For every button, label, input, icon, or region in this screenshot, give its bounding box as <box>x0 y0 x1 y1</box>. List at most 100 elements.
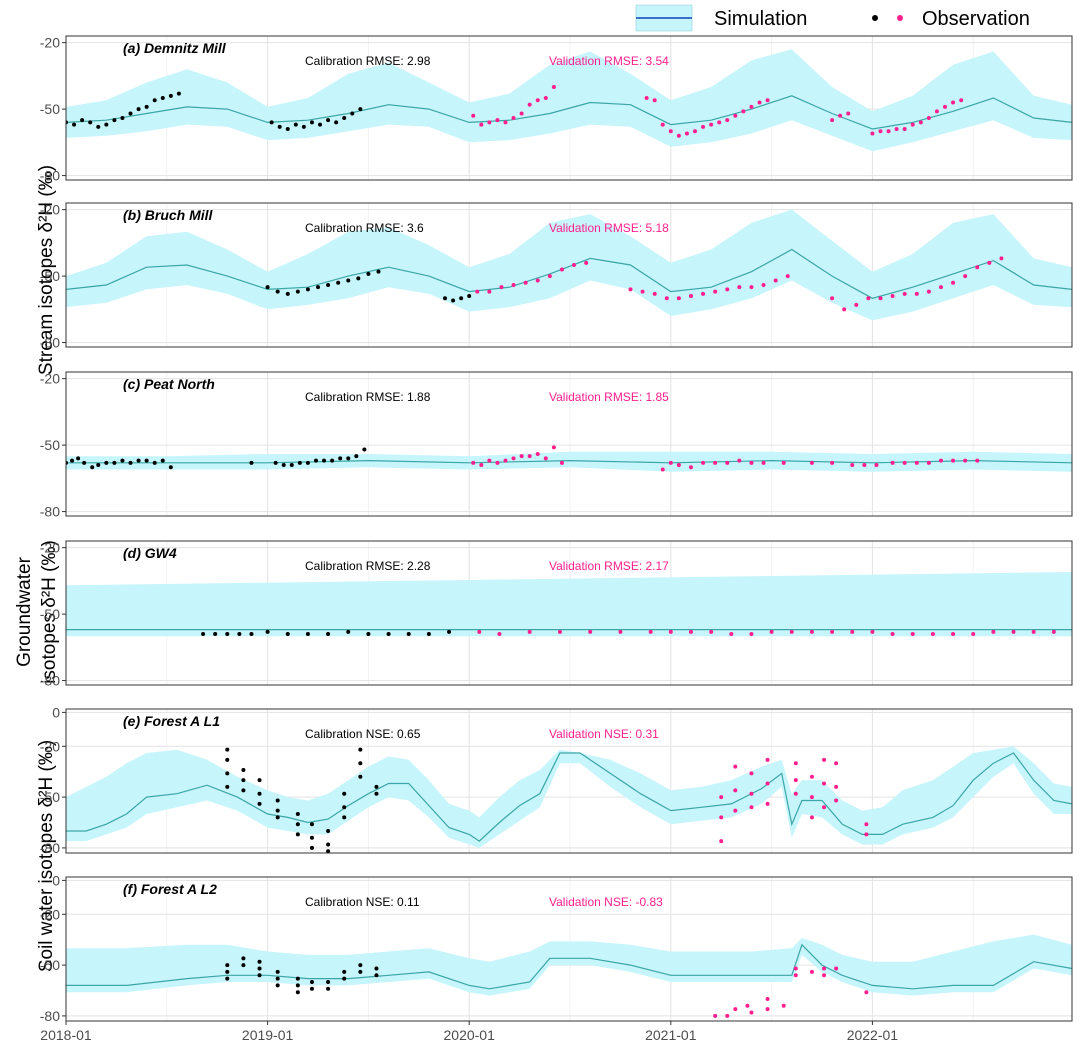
calibration-observation-point <box>277 124 282 129</box>
simulation-uncertainty-band <box>66 209 1072 321</box>
panel-title: (f) Forest A L2 <box>123 881 217 897</box>
calibration-observation-point <box>257 801 262 806</box>
validation-observation-point <box>834 798 839 803</box>
validation-metric: Validation NSE: 0.31 <box>549 727 659 741</box>
calibration-observation-point <box>326 842 331 847</box>
validation-observation-point <box>878 296 883 301</box>
calibration-observation-point <box>358 107 363 112</box>
validation-observation-point <box>959 98 964 103</box>
calibration-observation-point <box>326 980 331 985</box>
validation-observation-point <box>471 460 476 465</box>
calibration-observation-point <box>350 111 355 116</box>
validation-observation-point <box>918 120 923 125</box>
calibration-observation-point <box>225 632 230 637</box>
validation-observation-point <box>951 458 956 463</box>
calibration-observation-point <box>342 976 347 981</box>
calibration-observation-point <box>326 118 331 123</box>
validation-observation-point <box>830 118 835 123</box>
simulation-line <box>66 248 1072 299</box>
validation-observation-point <box>809 629 814 634</box>
validation-observation-point <box>864 832 869 837</box>
calibration-observation-point <box>275 969 280 974</box>
y-tick-label: -20 <box>40 738 60 754</box>
calibration-observation-point <box>160 458 165 463</box>
y-tick-label: -20 <box>40 540 60 556</box>
validation-observation-point <box>975 265 980 270</box>
calibration-metric: Calibration RMSE: 2.98 <box>305 54 431 68</box>
y-tick-label: -50 <box>40 437 60 453</box>
y-axis-title-groundwater-line1: Groundwater <box>14 556 35 667</box>
calibration-observation-point <box>128 111 133 116</box>
y-axis-title-stream: Stream isotopes δ²H (‰) <box>36 165 57 375</box>
calibration-observation-point <box>342 805 347 810</box>
calibration-observation-point <box>338 456 343 461</box>
calibration-observation-point <box>309 835 314 840</box>
simulation-line <box>66 752 1072 842</box>
calibration-observation-point <box>330 458 335 463</box>
calibration-observation-point <box>136 107 141 112</box>
validation-observation-point <box>822 781 827 786</box>
validation-observation-point <box>926 460 931 465</box>
validation-observation-point <box>717 120 722 125</box>
calibration-observation-point <box>362 447 367 452</box>
validation-observation-point <box>559 267 564 272</box>
validation-observation-point <box>688 629 693 634</box>
validation-observation-point <box>729 632 734 637</box>
validation-observation-point <box>725 1013 730 1018</box>
calibration-observation-point <box>356 276 361 281</box>
simulation-line <box>66 943 1072 990</box>
validation-observation-point <box>693 129 698 134</box>
validation-observation-point <box>850 463 855 468</box>
validation-observation-point <box>926 115 931 120</box>
validation-observation-point <box>584 260 589 265</box>
panel-plot-area <box>66 445 1072 472</box>
validation-observation-point <box>652 98 657 103</box>
validation-observation-point <box>890 460 895 465</box>
validation-observation-point <box>910 122 915 127</box>
calibration-observation-point <box>241 788 246 793</box>
panel-border <box>65 202 1073 348</box>
validation-observation-point <box>830 460 835 465</box>
calibration-observation-point <box>120 115 125 120</box>
validation-observation-point <box>741 109 746 114</box>
validation-observation-point <box>749 104 754 109</box>
validation-observation-point <box>870 629 875 634</box>
validation-observation-point <box>834 966 839 971</box>
validation-observation-point <box>765 801 770 806</box>
validation-observation-point <box>511 456 516 461</box>
panel-border <box>65 540 1073 686</box>
calibration-observation-point <box>104 460 109 465</box>
validation-observation-point <box>527 454 532 459</box>
validation-observation-point <box>676 296 681 301</box>
validation-observation-point <box>749 632 754 637</box>
validation-observation-point <box>519 111 524 116</box>
validation-observation-point <box>660 467 665 472</box>
calibration-observation-point <box>309 120 314 125</box>
validation-observation-point <box>477 629 482 634</box>
validation-observation-point <box>543 96 548 101</box>
validation-observation-point <box>511 115 516 120</box>
validation-observation-point <box>793 966 798 971</box>
calibration-observation-point <box>326 849 331 853</box>
validation-observation-point <box>938 458 943 463</box>
calibration-observation-point <box>168 465 173 470</box>
calibration-observation-point <box>176 91 181 96</box>
calibration-metric: Calibration RMSE: 3.6 <box>305 221 424 235</box>
y-tick-label: -80 <box>40 335 60 351</box>
validation-metric: Validation RMSE: 2.17 <box>549 559 669 573</box>
calibration-observation-point <box>225 963 230 968</box>
y-tick-label: -50 <box>40 101 60 117</box>
calibration-observation-point <box>326 828 331 833</box>
calibration-observation-point <box>326 282 331 287</box>
panel-border <box>65 371 1073 517</box>
validation-observation-point <box>1011 629 1016 634</box>
calibration-observation-point <box>305 287 310 292</box>
calibration-observation-point <box>295 289 300 294</box>
calibration-observation-point <box>96 463 101 468</box>
validation-observation-point <box>749 1010 754 1015</box>
validation-observation-point <box>471 113 476 118</box>
calibration-observation-point <box>295 983 300 988</box>
validation-observation-point <box>934 109 939 114</box>
validation-observation-point <box>749 791 754 796</box>
calibration-observation-point <box>366 632 371 637</box>
